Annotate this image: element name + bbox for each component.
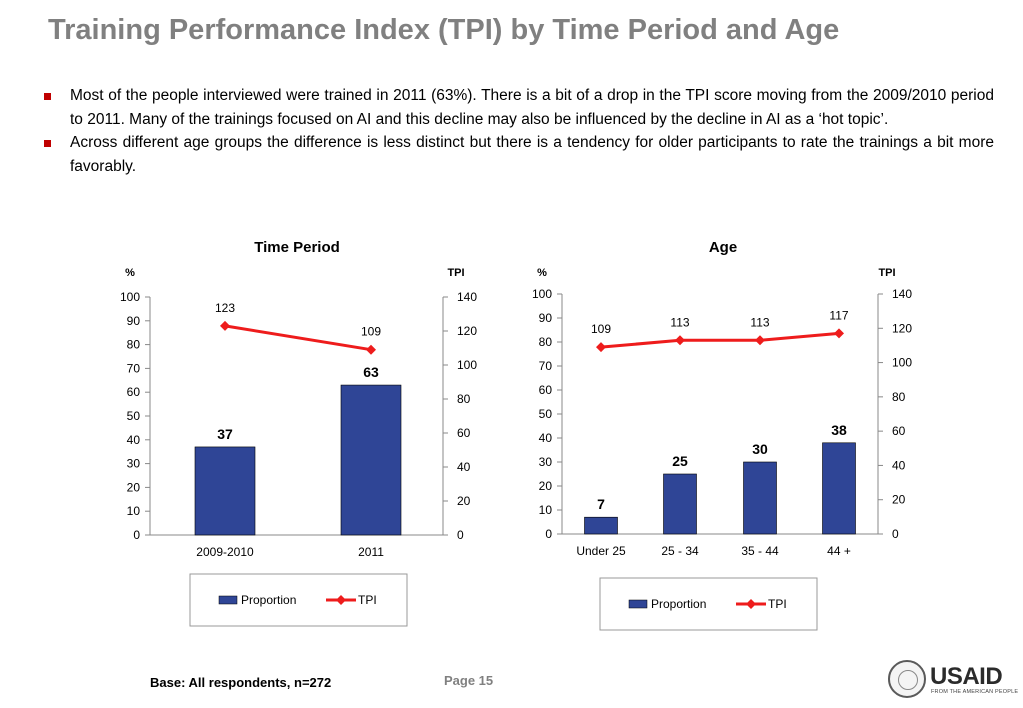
bar: [194, 446, 256, 536]
y-left-tick-label: 70: [539, 359, 553, 373]
y-left-tick-label: 40: [539, 431, 553, 445]
tpi-point: [220, 320, 230, 331]
legend-label-proportion: Proportion: [241, 593, 296, 607]
y-left-tick-label: 70: [127, 361, 141, 375]
y-left-tick-label: 0: [545, 527, 552, 541]
base-note: Base: All respondents, n=272: [150, 675, 332, 690]
y-right-tick-label: 60: [457, 426, 471, 440]
bullet-square-icon: [44, 93, 51, 100]
y-left-tick-label: 20: [127, 480, 141, 494]
y-right-tick-label: 120: [457, 324, 477, 338]
chart-title: Time Period: [254, 239, 340, 256]
tpi-point: [366, 344, 376, 355]
y-right-tick-label: 140: [892, 287, 912, 301]
tpi-data-label: 113: [750, 315, 769, 329]
y-right-tick-label: 0: [892, 527, 899, 541]
bar-data-label: 38: [831, 422, 847, 438]
chart-title: Age: [709, 239, 737, 256]
y-right-tick-label: 40: [892, 458, 906, 472]
bar-data-label: 7: [597, 496, 605, 512]
bar: [584, 516, 618, 535]
y-left-tick-label: 50: [127, 409, 141, 423]
y-left-axis-label: %: [125, 267, 135, 279]
y-right-tick-label: 120: [892, 321, 912, 335]
legend-marker-tpi: [336, 595, 346, 605]
bullet-item: Across different age groups the differen…: [44, 131, 994, 178]
tpi-data-label: 123: [215, 301, 235, 315]
y-left-tick-label: 10: [127, 504, 141, 518]
bullet-text: Most of the people interviewed were trai…: [70, 87, 994, 128]
y-right-tick-label: 100: [892, 356, 912, 370]
y-right-tick-label: 0: [457, 528, 464, 542]
y-right-axis-label: TPI: [447, 267, 464, 279]
bullet-text: Across different age groups the differen…: [70, 134, 994, 175]
y-left-tick-label: 90: [127, 314, 141, 328]
y-right-tick-label: 80: [892, 390, 906, 404]
bullet-square-icon: [44, 140, 51, 147]
bar: [822, 442, 856, 535]
x-tick-label: 35 - 44: [741, 544, 779, 558]
legend-label-proportion: Proportion: [651, 597, 706, 611]
bar-data-label: 63: [363, 364, 379, 380]
y-right-tick-label: 20: [892, 493, 906, 507]
y-right-tick-label: 20: [457, 494, 471, 508]
tpi-data-label: 109: [361, 325, 381, 339]
seal-icon: [888, 660, 926, 698]
y-left-tick-label: 50: [539, 407, 553, 421]
bar: [743, 461, 777, 535]
bar: [340, 384, 402, 536]
y-left-tick-label: 80: [539, 335, 553, 349]
x-tick-label: 25 - 34: [661, 544, 699, 558]
x-tick-label: 2009-2010: [196, 545, 254, 559]
tpi-point: [755, 335, 765, 346]
y-left-tick-label: 40: [127, 433, 141, 447]
y-left-tick-label: 30: [539, 455, 553, 469]
page-title: Training Performance Index (TPI) by Time…: [48, 14, 840, 46]
tpi-point: [596, 342, 606, 353]
x-tick-label: 44 +: [827, 544, 851, 558]
y-left-tick-label: 80: [127, 338, 141, 352]
y-left-tick-label: 30: [127, 457, 141, 471]
bar-data-label: 37: [217, 426, 233, 442]
y-left-tick-label: 0: [133, 528, 140, 542]
tpi-data-label: 117: [829, 308, 848, 322]
logo-wordmark: USAID: [930, 663, 1003, 690]
y-right-tick-label: 100: [457, 358, 477, 372]
y-left-tick-label: 60: [127, 385, 141, 399]
bar: [663, 473, 697, 535]
legend-label-tpi: TPI: [358, 593, 377, 607]
y-left-axis-label: %: [537, 267, 547, 279]
y-left-tick-label: 90: [539, 311, 553, 325]
y-right-tick-label: 60: [892, 424, 906, 438]
bullet-list: Most of the people interviewed were trai…: [44, 84, 994, 178]
x-tick-label: Under 25: [576, 544, 626, 558]
bar-data-label: 30: [752, 441, 768, 457]
tpi-data-label: 113: [670, 315, 689, 329]
y-right-tick-label: 80: [457, 392, 471, 406]
y-left-tick-label: 60: [539, 383, 553, 397]
y-left-tick-label: 20: [539, 479, 553, 493]
x-tick-label: 2011: [358, 545, 384, 559]
y-right-axis-label: TPI: [878, 267, 895, 279]
bar-data-label: 25: [672, 453, 688, 469]
tpi-line: [224, 324, 372, 352]
tpi-point: [834, 328, 844, 339]
tpi-point: [675, 335, 685, 346]
legend-swatch-proportion: [218, 595, 238, 605]
usaid-logo: USAID FROM THE AMERICAN PEOPLE: [888, 660, 1018, 702]
legend-label-tpi: TPI: [768, 597, 787, 611]
page-number: Page 15: [444, 673, 494, 688]
y-right-tick-label: 140: [457, 290, 477, 304]
tpi-line: [600, 331, 840, 349]
legend-marker-tpi: [746, 599, 756, 609]
y-left-tick-label: 10: [539, 503, 553, 517]
legend-swatch-proportion: [628, 599, 648, 609]
y-left-tick-label: 100: [532, 287, 552, 301]
logo-tagline: FROM THE AMERICAN PEOPLE: [931, 689, 1019, 695]
y-left-tick-label: 100: [120, 290, 140, 304]
bullet-item: Most of the people interviewed were trai…: [44, 84, 994, 131]
tpi-data-label: 109: [591, 322, 611, 336]
y-right-tick-label: 40: [457, 460, 471, 474]
